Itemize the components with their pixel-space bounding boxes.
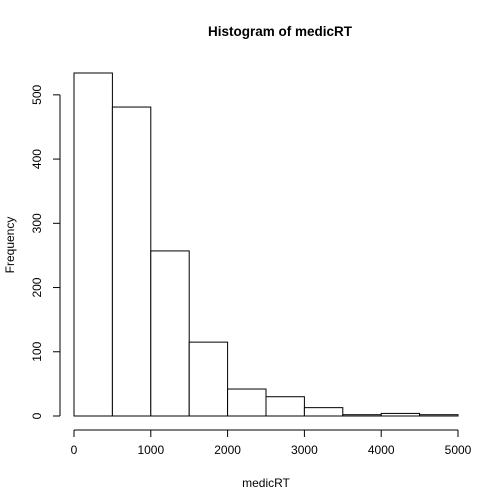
histogram-bar <box>228 389 266 416</box>
y-tick-label: 500 <box>30 85 44 105</box>
histogram-bar <box>343 415 381 416</box>
histogram-bar <box>151 251 189 416</box>
histogram-bar <box>189 342 227 416</box>
y-tick-label: 200 <box>30 277 44 297</box>
x-tick-label: 0 <box>71 443 78 457</box>
histogram-bar <box>420 415 458 416</box>
x-tick-label: 4000 <box>368 443 395 457</box>
x-axis-label: medicRT <box>242 476 290 490</box>
histogram-bar <box>304 408 342 416</box>
histogram-bar <box>112 107 150 416</box>
y-tick-label: 300 <box>30 213 44 233</box>
y-axis: 0 100 200 300 400 500 <box>30 85 60 420</box>
x-tick-label: 3000 <box>291 443 318 457</box>
chart-title: Histogram of medicRT <box>208 24 353 39</box>
y-tick-label: 400 <box>30 149 44 169</box>
histogram-bar <box>74 73 112 416</box>
histogram-bar <box>381 413 419 416</box>
bars-group <box>74 73 458 416</box>
y-tick-label: 0 <box>30 412 44 419</box>
x-tick-label: 1000 <box>137 443 164 457</box>
x-axis: 0 1000 2000 3000 4000 5000 <box>71 430 472 457</box>
y-axis-label: Frequency <box>3 217 17 274</box>
histogram-bar <box>266 397 304 416</box>
x-tick-label: 5000 <box>445 443 472 457</box>
x-tick-label: 2000 <box>214 443 241 457</box>
y-tick-label: 100 <box>30 341 44 361</box>
